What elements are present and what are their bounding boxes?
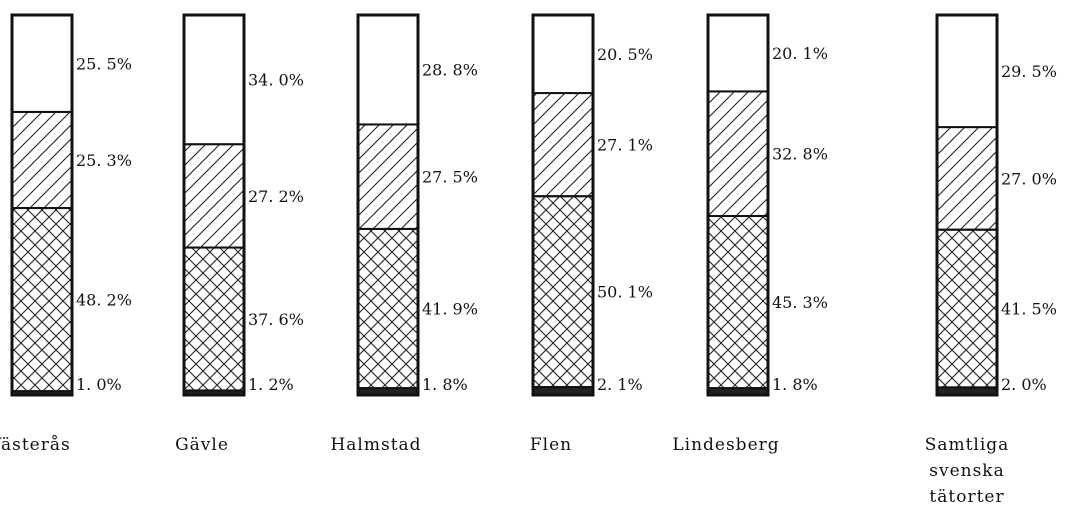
value-label: 34. 0% bbox=[248, 71, 304, 90]
value-label: 45. 3% bbox=[772, 293, 828, 312]
bar-segment-crosshatch bbox=[532, 195, 594, 389]
category-label-line: Halmstad bbox=[330, 435, 422, 455]
bar-outline bbox=[935, 13, 999, 397]
category-label: Samtliga svenska tätorter bbox=[897, 432, 1037, 510]
category-label-line: Flen bbox=[529, 435, 573, 455]
bar-segment-blank bbox=[707, 14, 769, 93]
bar-segment-diagonal bbox=[183, 143, 245, 249]
bar-segment-crosshatch bbox=[183, 246, 245, 392]
value-label: 2. 0% bbox=[1001, 375, 1047, 394]
category-label-line: tätorter bbox=[929, 487, 1005, 507]
value-label: 27. 5% bbox=[422, 168, 478, 187]
bar-segment-crosshatch bbox=[11, 207, 73, 393]
value-label: 27. 2% bbox=[248, 187, 304, 206]
value-label: 25. 3% bbox=[76, 151, 132, 170]
bar-segment-blank bbox=[183, 14, 245, 146]
bar-segment-blank bbox=[532, 14, 594, 95]
value-label: 28. 8% bbox=[422, 61, 478, 80]
bar-segment-blank bbox=[936, 14, 998, 129]
category-label-line: Västerås bbox=[0, 435, 71, 455]
value-label: 41. 5% bbox=[1001, 300, 1057, 319]
value-label: 32. 8% bbox=[772, 145, 828, 164]
value-label: 50. 1% bbox=[597, 283, 653, 302]
bar-outline bbox=[356, 13, 420, 397]
bar-segment-crosshatch bbox=[357, 227, 419, 390]
value-label: 1. 8% bbox=[772, 375, 818, 394]
value-label: 20. 1% bbox=[772, 44, 828, 63]
value-label: 1. 0% bbox=[76, 375, 122, 394]
value-label: 41. 9% bbox=[422, 300, 478, 319]
bar-segment-crosshatch bbox=[707, 215, 769, 390]
bar-segment-crosshatch bbox=[936, 228, 998, 389]
bar-outline bbox=[10, 13, 74, 397]
category-label: Gävle bbox=[132, 432, 272, 458]
bar-segment-blank bbox=[11, 14, 73, 113]
value-label: 48. 2% bbox=[76, 291, 132, 310]
category-label-line: Lindesberg bbox=[672, 435, 780, 455]
category-label: Lindesberg bbox=[656, 432, 796, 458]
bar-segment-diagonal bbox=[532, 92, 594, 198]
value-label: 1. 2% bbox=[248, 375, 294, 394]
value-label: 37. 6% bbox=[248, 310, 304, 329]
category-label-line: svenska bbox=[929, 461, 1005, 481]
category-label-line: Samtliga bbox=[924, 435, 1010, 455]
value-label: 27. 1% bbox=[597, 136, 653, 155]
category-label: Halmstad bbox=[306, 432, 446, 458]
bar-segment-diagonal bbox=[936, 126, 998, 231]
value-label: 2. 1% bbox=[597, 375, 643, 394]
bar-outline bbox=[706, 13, 770, 397]
value-label: 27. 0% bbox=[1001, 169, 1057, 188]
category-label-line: Gävle bbox=[175, 435, 229, 455]
bar-outline bbox=[531, 13, 595, 397]
bar-segment-blank bbox=[357, 14, 419, 126]
value-label: 20. 5% bbox=[597, 45, 653, 64]
category-label: Västerås bbox=[0, 432, 100, 458]
category-label: Flen bbox=[481, 432, 621, 458]
value-label: 25. 5% bbox=[76, 54, 132, 73]
bar-outline bbox=[182, 13, 246, 397]
bar-segment-diagonal bbox=[11, 110, 73, 210]
bar-segment-diagonal bbox=[707, 90, 769, 218]
value-label: 29. 5% bbox=[1001, 62, 1057, 81]
value-label: 1. 8% bbox=[422, 375, 468, 394]
bar-segment-diagonal bbox=[357, 123, 419, 230]
